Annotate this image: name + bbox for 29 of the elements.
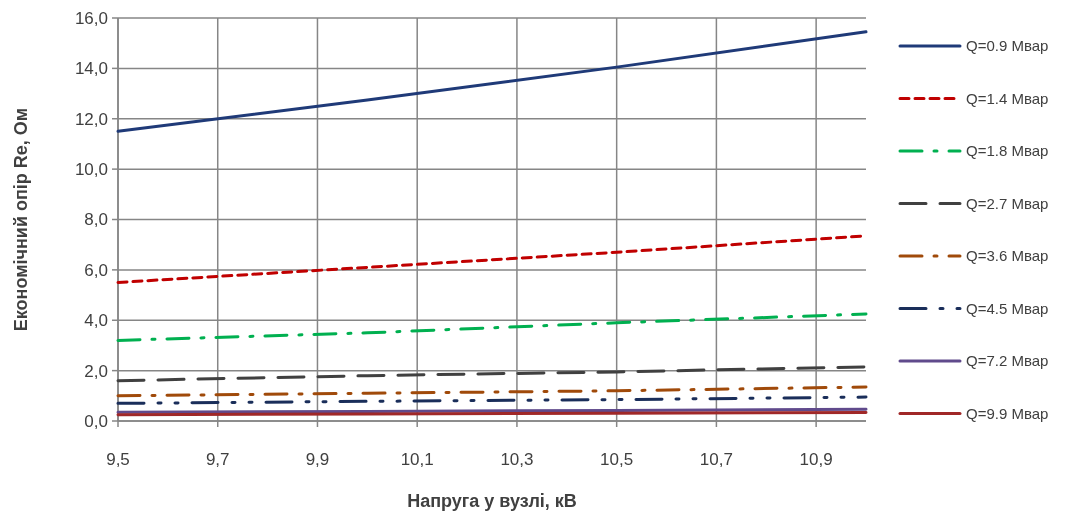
y-tick-label: 12,0	[74, 109, 108, 129]
y-tick-label: 8,0	[84, 210, 108, 230]
line-series	[116, 385, 868, 398]
legend-label: Q=9.9 Мвар	[966, 404, 1049, 422]
x-tick-label: 9,7	[205, 450, 230, 469]
x-tick-label: 9,9	[305, 450, 330, 469]
legend-label: Q=2.7 Мвар	[966, 194, 1049, 212]
legend-label: Q=1.8 Мвар	[966, 142, 1049, 160]
y-axis-title: Економічний опір Re, Ом	[11, 107, 31, 332]
line-series	[116, 395, 868, 405]
x-tick-label: 10,3	[500, 450, 534, 469]
legend-label: Q=1.4 Мвар	[966, 89, 1049, 107]
y-tick-label: 14,0	[74, 59, 108, 79]
y-tick-label: 2,0	[84, 361, 108, 381]
legend-label: Q=0.9 Мвар	[966, 37, 1049, 55]
x-tick-label: 10,1	[400, 450, 434, 469]
x-tick-label: 9,5	[106, 450, 130, 469]
legend-label: Q=7.2 Мвар	[966, 352, 1049, 370]
legend-label: Q=4.5 Мвар	[966, 299, 1049, 317]
x-tick-label: 10,5	[600, 450, 634, 469]
x-tick-label: 10,9	[799, 450, 833, 469]
y-tick-label: 6,0	[84, 260, 108, 280]
x-tick-label: 10,7	[699, 450, 733, 469]
y-tick-label: 16,0	[74, 8, 108, 28]
x-axis-title: Напруга у вузлі, кВ	[407, 491, 577, 511]
y-tick-label: 10,0	[74, 160, 108, 180]
legend-label: Q=3.6 Мвар	[966, 247, 1049, 265]
y-tick-label: 4,0	[84, 311, 108, 331]
y-tick-label: 0,0	[84, 411, 108, 431]
